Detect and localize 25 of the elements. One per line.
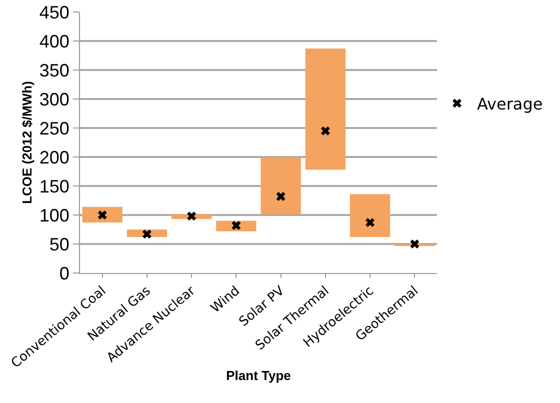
y-tick-label: 0 [59,263,70,284]
y-tick-label: 150 [39,176,70,196]
bar [82,206,122,223]
y-tick-label: 250 [39,118,70,138]
point [366,218,375,228]
y-tick-label: 200 [39,147,70,168]
y-tick-label: 400 [39,31,70,52]
y-axis-title: LCOE (2012 $/MWh) [19,81,34,204]
y-tick-label: 450 [39,2,70,22]
y-tick-label: 350 [39,60,70,80]
x-axis-title: Plant Type [226,368,291,383]
point [98,210,107,220]
y-tick-label: 300 [39,89,70,110]
y-tick-label: 50 [49,234,70,254]
legend-label: Average [477,94,543,114]
point [410,239,420,249]
bar [260,157,301,214]
y-tick-label: 100 [39,205,70,226]
bar [305,48,346,170]
point [232,220,241,230]
point [142,230,152,239]
point [276,192,286,201]
bar [350,194,390,238]
point [320,126,330,136]
point [187,212,196,221]
